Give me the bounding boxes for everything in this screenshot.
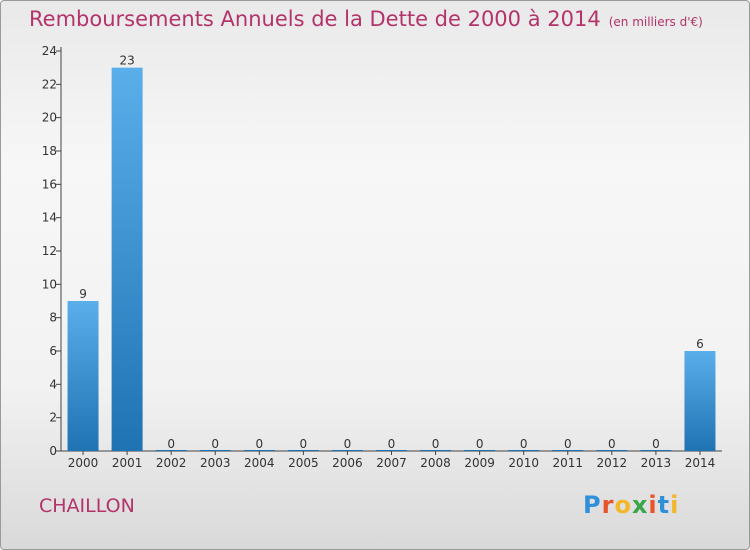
data-label: 6	[696, 337, 704, 351]
data-label: 9	[79, 287, 87, 301]
bar	[67, 301, 99, 451]
data-label: 0	[476, 437, 484, 451]
data-label: 0	[344, 437, 352, 451]
data-label: 0	[432, 437, 440, 451]
data-label: 0	[608, 437, 616, 451]
bar	[596, 450, 628, 451]
y-tick-label: 2	[49, 411, 57, 425]
x-tick-label: 2005	[288, 456, 319, 470]
y-tick-label: 18	[42, 144, 57, 158]
logo-letter: i	[670, 491, 680, 519]
chart-title: Remboursements Annuels de la Dette de 20…	[29, 7, 703, 31]
data-label: 0	[211, 437, 219, 451]
y-tick-label: 24	[42, 44, 57, 58]
data-label: 0	[300, 437, 308, 451]
x-tick-label: 2009	[464, 456, 495, 470]
data-label: 0	[388, 437, 396, 451]
y-tick-label: 4	[49, 377, 57, 391]
bar	[508, 450, 540, 451]
data-label: 0	[564, 437, 572, 451]
y-tick-label: 14	[42, 211, 57, 225]
y-tick-label: 12	[42, 244, 57, 258]
proxiti-logo: Proxiti	[583, 491, 679, 519]
x-tick-label: 2012	[597, 456, 628, 470]
data-label: 0	[167, 437, 175, 451]
logo-letter: x	[631, 491, 649, 519]
bar	[199, 450, 231, 451]
x-tick-label: 2007	[376, 456, 407, 470]
data-label: 0	[255, 437, 263, 451]
x-tick-label: 2004	[244, 456, 275, 470]
chart-subtitle: (en milliers d'€)	[608, 15, 703, 29]
x-tick-label: 2000	[68, 456, 99, 470]
logo-letter: t	[657, 491, 671, 519]
x-tick-label: 2011	[552, 456, 583, 470]
bar	[552, 450, 584, 451]
y-tick-label: 6	[49, 344, 57, 358]
y-tick-label: 16	[42, 177, 57, 191]
bar	[243, 450, 275, 451]
bar	[420, 450, 452, 451]
logo-letter: i	[648, 491, 658, 519]
x-tick-label: 2010	[508, 456, 539, 470]
x-tick-label: 2008	[420, 456, 451, 470]
bar	[287, 450, 319, 451]
y-tick-label: 22	[42, 77, 57, 91]
data-label: 0	[520, 437, 528, 451]
bar	[464, 450, 496, 451]
logo-letter: r	[601, 491, 615, 519]
x-tick-label: 2002	[156, 456, 187, 470]
x-tick-label: 2006	[332, 456, 363, 470]
bar	[376, 450, 407, 451]
commune-name: CHAILLON	[39, 495, 135, 517]
bar	[331, 450, 363, 451]
y-tick-label: 20	[42, 111, 57, 125]
bar	[111, 67, 143, 452]
logo-letter: P	[583, 491, 602, 519]
x-tick-label: 2003	[200, 456, 231, 470]
bar	[684, 351, 716, 451]
data-label: 0	[652, 437, 660, 451]
chart-title-text: Remboursements Annuels de la Dette de 20…	[29, 7, 601, 31]
y-tick-label: 0	[49, 444, 57, 458]
data-label: 23	[119, 54, 134, 68]
bar	[155, 450, 187, 451]
x-tick-label: 2014	[685, 456, 716, 470]
logo-letter: o	[614, 491, 632, 519]
bar	[640, 450, 672, 451]
y-tick-label: 10	[42, 277, 57, 291]
x-tick-label: 2001	[112, 456, 143, 470]
y-tick-label: 8	[49, 311, 57, 325]
x-tick-label: 2013	[641, 456, 672, 470]
